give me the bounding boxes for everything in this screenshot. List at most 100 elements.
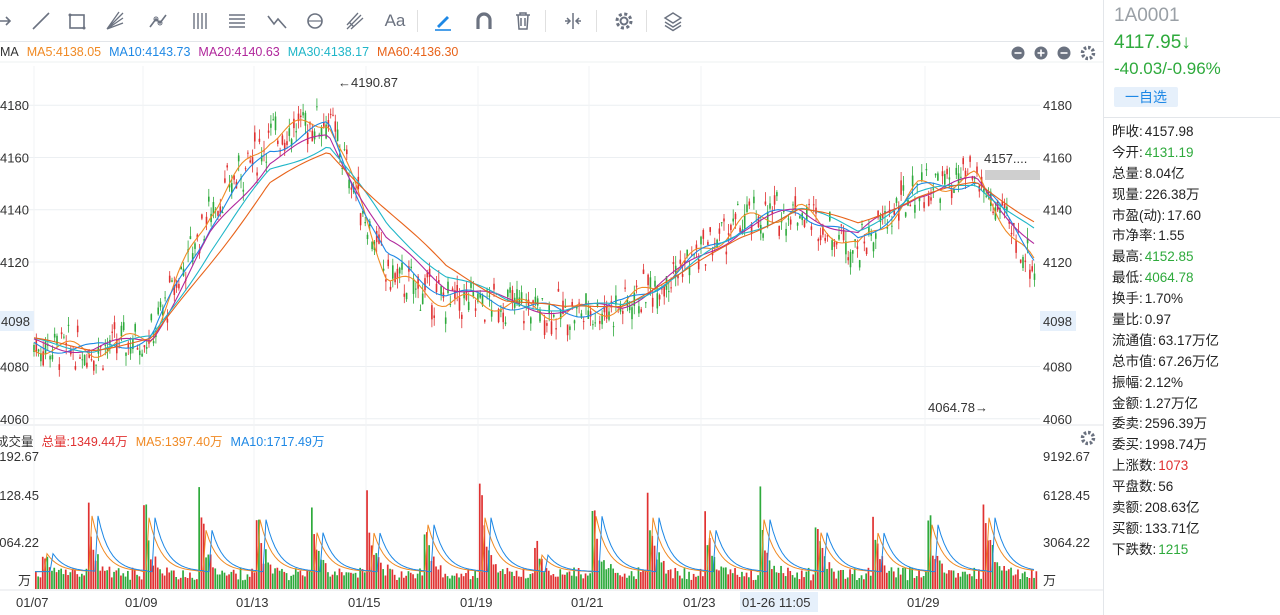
wave-tool[interactable] — [262, 6, 292, 36]
candle-body — [976, 166, 978, 174]
volume-bar — [849, 569, 851, 589]
stat-row: 总量: 8.04亿 — [1112, 164, 1219, 185]
candle-body — [401, 262, 403, 270]
volume-bar — [67, 575, 69, 589]
volume-bar — [860, 575, 863, 589]
fib-tool[interactable] — [185, 6, 215, 36]
volume-bar — [823, 556, 826, 589]
volume-bar — [129, 579, 131, 589]
candle-body — [921, 172, 923, 181]
volume-bar — [1033, 577, 1035, 589]
volume-bar — [198, 487, 200, 589]
volume-bar — [904, 567, 907, 589]
pattern-tool[interactable] — [143, 6, 173, 36]
volume-bar — [630, 571, 633, 589]
volume-bar — [232, 569, 235, 589]
split-tool[interactable] — [558, 6, 588, 36]
volume-settings-icon — [1080, 430, 1096, 446]
volume-bar — [713, 556, 716, 589]
line-tool[interactable] — [26, 6, 56, 36]
volume-bar — [550, 575, 552, 589]
volume-bar — [451, 575, 453, 589]
candle-body — [734, 213, 737, 220]
settings-tool[interactable] — [609, 6, 639, 36]
fan-tool[interactable] — [100, 6, 130, 36]
candle-body — [168, 275, 171, 283]
candle-body — [93, 360, 95, 371]
volume-bar — [561, 574, 564, 589]
text-tool[interactable]: Aa — [380, 6, 410, 36]
volume-bar — [299, 570, 302, 589]
candle-body — [743, 213, 746, 229]
volume-bar — [55, 572, 58, 589]
candle-body — [463, 292, 465, 299]
candle-body — [753, 196, 755, 204]
pitchfork-tool[interactable] — [340, 6, 370, 36]
volume-bar — [120, 575, 122, 589]
volume-bar — [501, 569, 504, 589]
candle-body — [132, 338, 134, 350]
candle-body — [456, 284, 458, 291]
volume-bar — [580, 574, 582, 589]
volume-bar — [474, 570, 476, 589]
candle-body — [658, 295, 661, 300]
arrow-tool[interactable] — [0, 6, 22, 36]
volume-bar — [136, 574, 138, 589]
text-box-tool[interactable] — [222, 6, 252, 36]
volume-bar — [722, 567, 725, 589]
volume-bar — [446, 576, 449, 589]
volume-bar — [64, 569, 67, 589]
volume-bar — [807, 567, 810, 589]
candle-body — [810, 226, 813, 230]
candle-body — [612, 326, 615, 328]
volume-bar — [886, 572, 888, 589]
volume-bar — [430, 561, 433, 589]
volume-bar — [669, 569, 672, 589]
cycle-tool[interactable] — [300, 6, 330, 36]
split-icon — [565, 13, 581, 29]
brush-tool[interactable] — [428, 6, 458, 36]
candle-body — [504, 322, 507, 325]
candle-body — [992, 211, 994, 214]
candle-body — [783, 211, 785, 213]
layers-tool[interactable] — [658, 6, 688, 36]
chart-canvas[interactable]: 4180 4180 4160 4160 4140 4140 4120 4120 4080 4080… — [0, 42, 1103, 615]
volume-bar — [200, 517, 203, 589]
candle-body — [702, 230, 705, 239]
volume-bar — [39, 577, 42, 589]
volume-bar — [720, 566, 723, 589]
candle-body — [695, 244, 698, 250]
candle-body — [681, 273, 684, 277]
candle-body — [541, 298, 544, 300]
stat-label: 现量: — [1112, 186, 1143, 202]
volume-bar — [83, 575, 85, 589]
volume-tick-label-right: 3064.22 — [1043, 535, 1090, 550]
candle-body — [431, 305, 433, 320]
stat-label: 总量: — [1112, 165, 1143, 181]
volume-bar — [890, 567, 893, 589]
y-tick-label-right: 4080 — [1043, 360, 1072, 375]
magnet-tool[interactable] — [469, 6, 499, 36]
moving-average-ma10 — [33, 121, 1035, 354]
candle-body — [886, 227, 889, 229]
candle-body — [350, 187, 353, 190]
volume-bar — [584, 573, 587, 589]
chart-area[interactable]: 4180 4180 4160 4160 4140 4140 4120 4120 4080 4080… — [0, 42, 1103, 615]
candle-body — [548, 305, 550, 314]
delete-tool[interactable] — [508, 6, 538, 36]
candle-body — [189, 236, 192, 240]
moving-average-ma5 — [33, 119, 1035, 358]
candle-body — [799, 216, 801, 219]
volume-bar — [536, 540, 539, 589]
volume-bar — [419, 568, 421, 589]
candle-body — [408, 266, 410, 272]
stat-label: 平盘数: — [1112, 479, 1157, 495]
rect-tool[interactable] — [62, 6, 92, 36]
candle-body — [592, 324, 594, 326]
add-to-watchlist-button[interactable]: 一自选 — [1114, 87, 1178, 107]
candle-body — [941, 171, 944, 177]
volume-bar — [534, 547, 536, 589]
candle-body — [251, 156, 254, 166]
volume-bar — [909, 567, 911, 589]
candle-body — [325, 124, 327, 139]
